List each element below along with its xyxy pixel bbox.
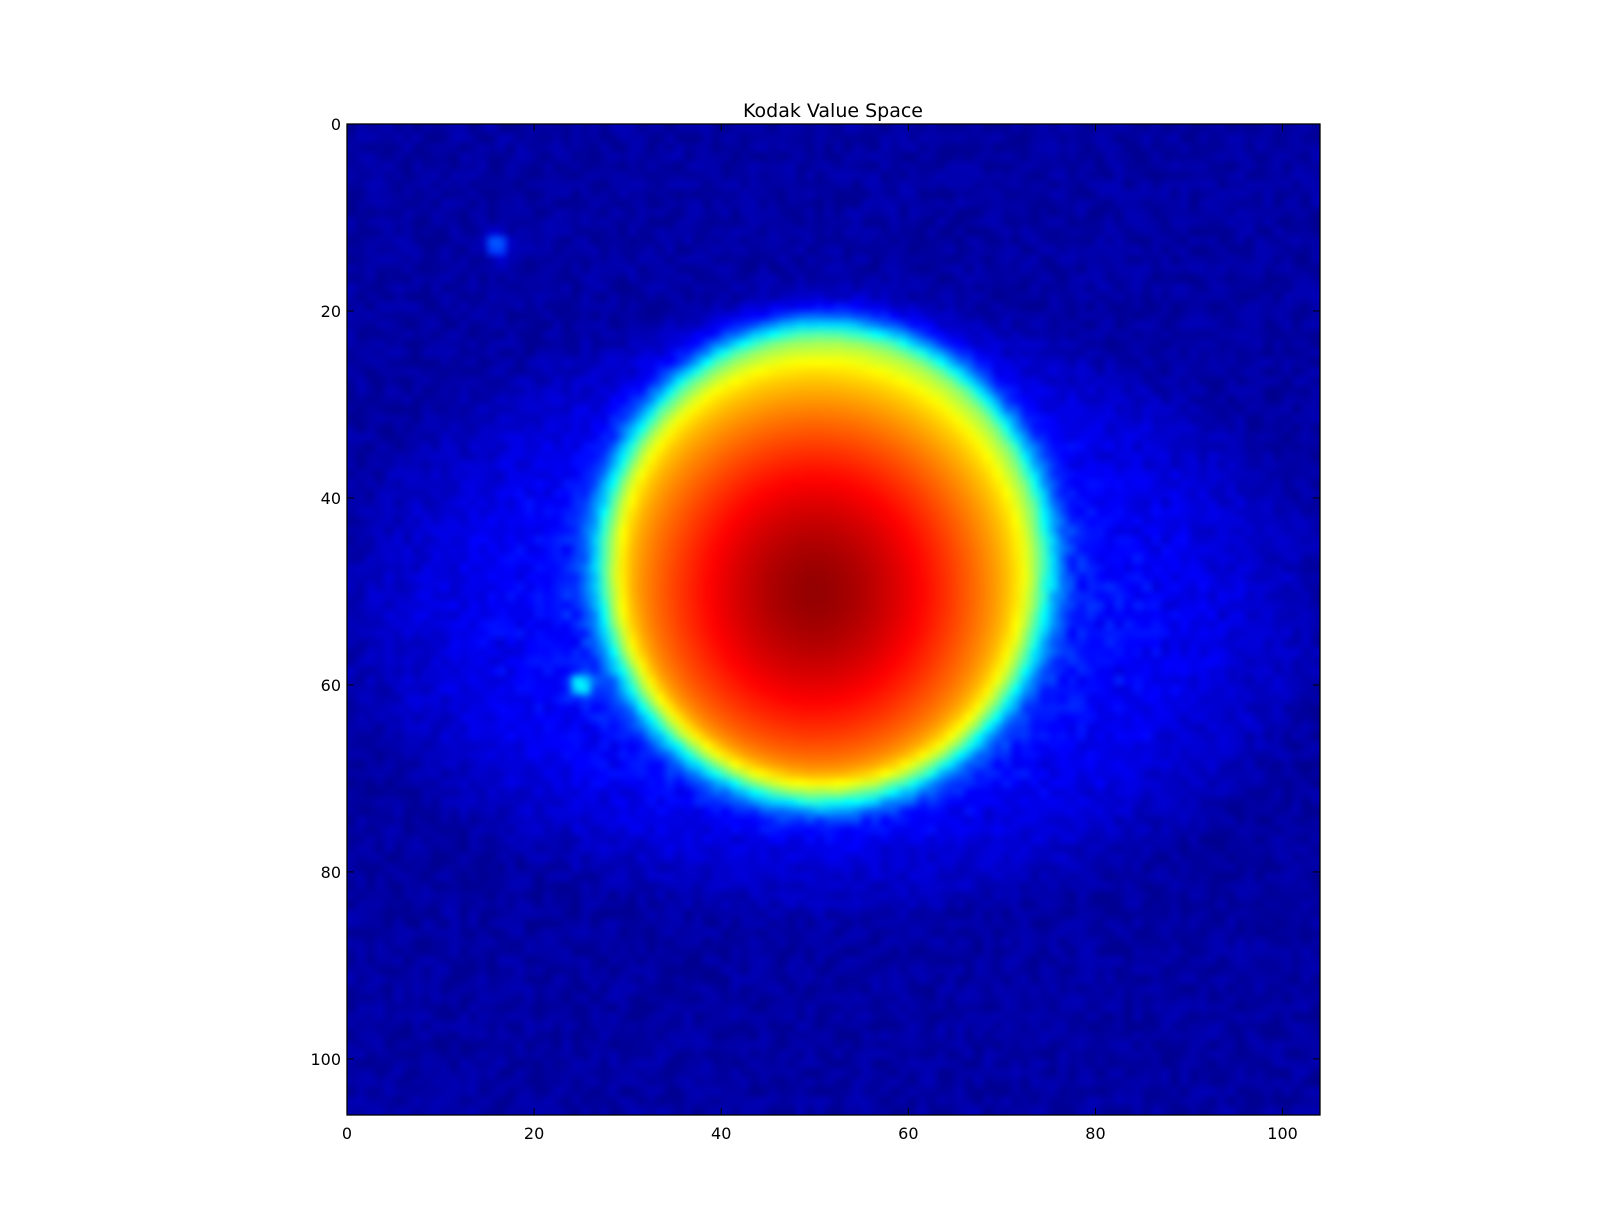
y-tick-label: 100 xyxy=(310,1050,341,1069)
x-tick-label: 60 xyxy=(898,1124,918,1143)
x-tick-label: 0 xyxy=(342,1124,352,1143)
y-tick-label: 80 xyxy=(321,863,341,882)
x-tick-label: 20 xyxy=(524,1124,544,1143)
x-tick-label: 100 xyxy=(1267,1124,1298,1143)
chart-title: Kodak Value Space xyxy=(743,100,923,122)
x-tick-label: 40 xyxy=(711,1124,731,1143)
y-tick-label: 20 xyxy=(321,302,341,321)
plot-area xyxy=(346,123,1321,1116)
heatmap-image xyxy=(347,124,1320,1115)
y-tick-label: 60 xyxy=(321,676,341,695)
y-tick-label: 40 xyxy=(321,489,341,508)
y-axis: 0 20 40 60 80 100 xyxy=(310,115,1320,1069)
x-tick-label: 80 xyxy=(1085,1124,1105,1143)
x-axis: 0 20 40 60 80 100 xyxy=(342,124,1298,1143)
plot-frame xyxy=(346,123,1321,1116)
y-tick-label: 0 xyxy=(331,115,341,134)
